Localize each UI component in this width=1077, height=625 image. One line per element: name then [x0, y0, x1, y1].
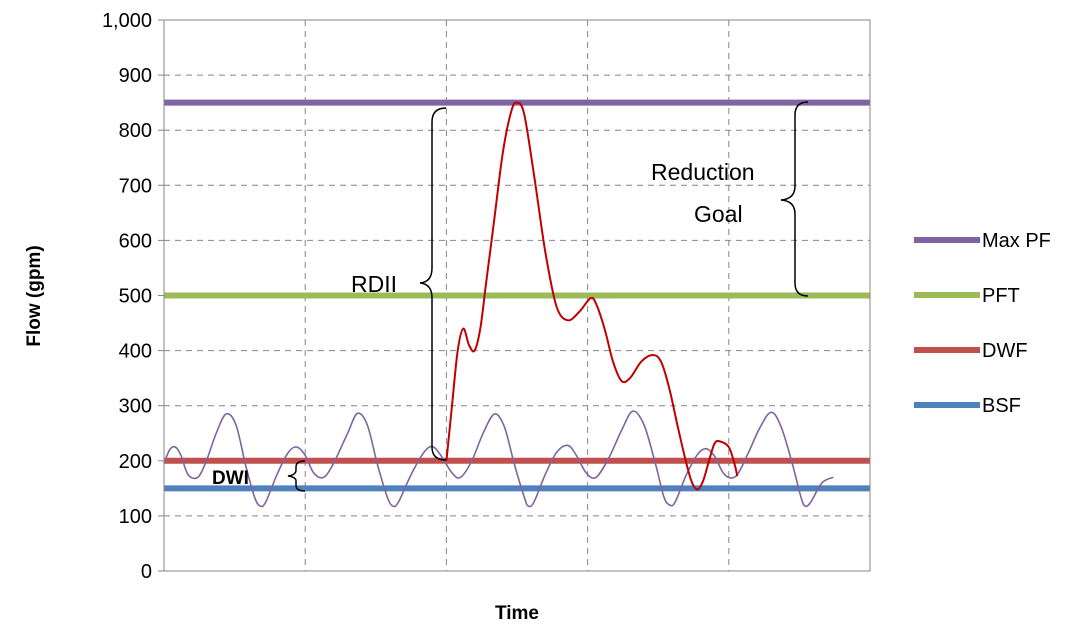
annotations: RDII Reduction Goal DWI: [212, 101, 809, 492]
y-tick-label: 800: [119, 120, 152, 142]
reduction-goal-brace: [780, 101, 809, 297]
legend-label-max-pf: Max PF: [982, 230, 1051, 252]
y-tick-label: 100: [119, 506, 152, 528]
y-tick-label: 900: [119, 65, 152, 87]
flow-curves: [163, 101, 834, 508]
legend-label-bsf: BSF: [982, 395, 1021, 417]
reduction-goal-label-line2: Goal: [694, 201, 743, 227]
plot-area-border: [163, 19, 871, 572]
rdii-brace: [419, 107, 447, 461]
y-tick-label: 0: [141, 561, 152, 583]
reduction-goal-label-line1: Reduction: [651, 159, 755, 185]
y-axis-ticks: 0 100 200 300 400 500 600 700 800 900 1,000: [102, 10, 164, 583]
legend-label-dwf: DWF: [982, 340, 1028, 362]
y-tick-label: 200: [119, 451, 152, 473]
y-tick-label: 1,000: [102, 10, 152, 32]
dwi-brace: [287, 460, 306, 492]
x-axis-title: Time: [495, 603, 539, 624]
y-axis-title: Flow (gpm): [24, 245, 45, 346]
legend-label-pft: PFT: [982, 285, 1020, 307]
dwi-label: DWI: [212, 468, 249, 489]
y-tick-label: 300: [119, 396, 152, 418]
y-tick-label: 700: [119, 175, 152, 197]
legend: Max PF PFT DWF BSF: [914, 230, 1051, 417]
rdii-label: RDII: [351, 271, 397, 297]
y-tick-label: 400: [119, 341, 152, 363]
diurnal-flow-curve: [163, 410, 834, 508]
wet-weather-flow-curve: [445, 101, 739, 491]
y-tick-label: 600: [119, 230, 152, 252]
y-tick-label: 500: [119, 286, 152, 308]
reference-lines: [164, 99, 870, 492]
